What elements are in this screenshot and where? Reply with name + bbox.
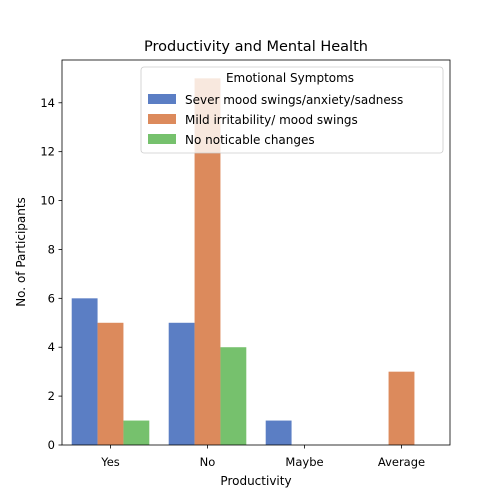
bar-1-yes: [71, 298, 98, 445]
x-tick-label: Maybe: [285, 455, 323, 469]
y-axis-label: No. of Participants: [14, 197, 28, 307]
legend-label-3: No noticable changes: [185, 133, 315, 147]
bar-1-no: [168, 322, 195, 445]
legend-swatch-2: [148, 114, 176, 124]
y-tick-label: 2: [48, 389, 55, 403]
legend-label-1: Sever mood swings/anxiety/sadness: [185, 93, 403, 107]
y-axis: 0 2 4 6 8 10 12 14: [40, 96, 62, 452]
bar-3-no: [220, 347, 247, 445]
x-axis: Yes No Maybe Average: [100, 445, 425, 469]
y-tick-label: 4: [48, 340, 55, 354]
legend: Emotional Symptoms Sever mood swings/anx…: [140, 66, 444, 154]
legend-title: Emotional Symptoms: [226, 71, 354, 85]
legend-label-2: Mild irritability/ mood swings: [185, 113, 358, 127]
bars-group: [71, 78, 415, 445]
plot-frame: [61, 59, 451, 446]
bar-1-maybe: [265, 420, 292, 445]
y-tick-label: 12: [40, 145, 55, 159]
chart-title: Productivity and Mental Health: [144, 39, 368, 55]
x-axis-label: Productivity: [220, 474, 291, 488]
legend-swatch-1: [148, 94, 176, 104]
x-tick-label: No: [200, 455, 216, 469]
legend-swatch-3: [148, 134, 176, 144]
bar-2-yes: [97, 322, 124, 445]
y-tick-label: 14: [40, 96, 55, 110]
bar-3-yes: [123, 420, 150, 445]
bar-2-average: [388, 371, 415, 445]
legend-box: [140, 66, 444, 154]
x-tick-label: Yes: [100, 455, 120, 469]
y-tick-label: 10: [40, 194, 55, 208]
x-tick-label: Average: [378, 455, 425, 469]
y-tick-label: 6: [48, 291, 55, 305]
legend-items: Sever mood swings/anxiety/sadness Mild ir…: [148, 93, 403, 147]
y-tick-label: 0: [48, 438, 55, 452]
y-tick-label: 8: [48, 242, 55, 256]
